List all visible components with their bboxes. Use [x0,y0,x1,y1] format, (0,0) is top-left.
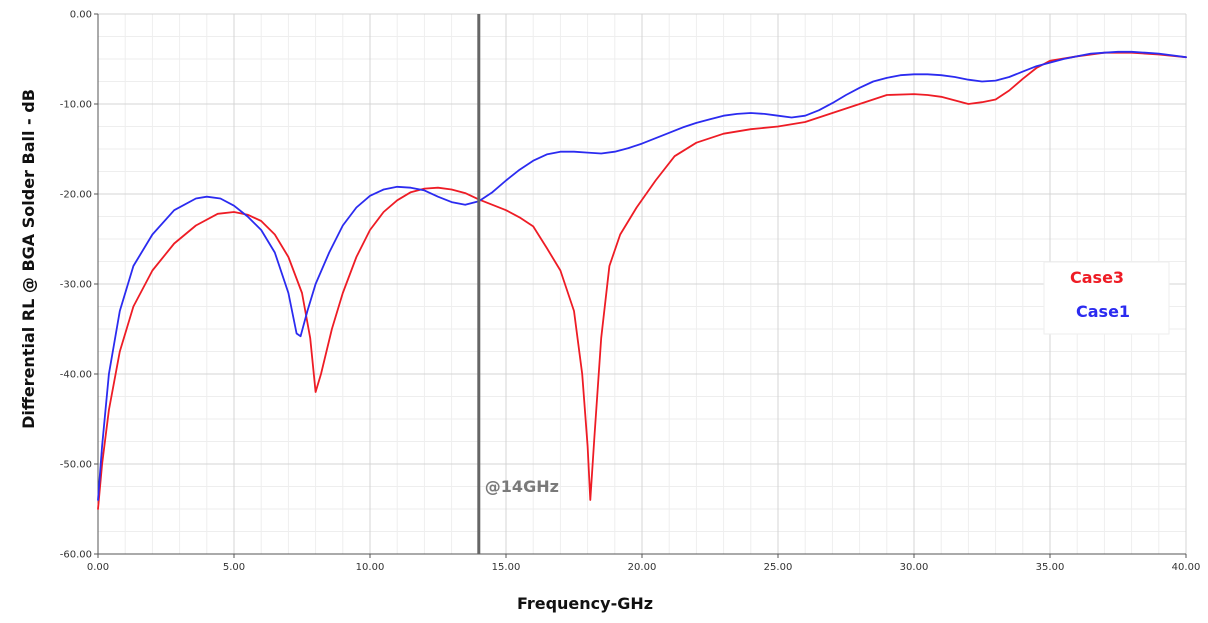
y-tick-label: -40.00 [60,370,92,381]
x-tick-label: 15.00 [492,562,521,573]
y-tick-label: -20.00 [60,190,92,201]
y-axis-ticks: 0.00 -10.00 -20.00 -30.00 -40.00 -50.00 -60.00 [60,10,98,561]
x-tick-label: 5.00 [223,562,245,573]
x-tick-label: 25.00 [764,562,793,573]
y-tick-label: -60.00 [60,550,92,561]
x-axis-label: Frequency-GHz [517,594,653,613]
y-tick-label: -10.00 [60,100,92,111]
series-line-case3 [97,51,1187,510]
y-tick-label: -30.00 [60,280,92,291]
x-tick-label: 30.00 [900,562,929,573]
x-axis-ticks: 0.00 5.00 10.00 15.00 20.00 25.00 30.00 35.00 40… [87,554,1200,573]
y-tick-label: 0.00 [70,10,92,21]
series-group [97,50,1187,510]
y-axis-label: Differential RL @ BGA Solder Ball - dB [19,89,38,429]
x-tick-label: 20.00 [628,562,657,573]
legend-entry-case1: Case1 [1076,302,1130,321]
x-tick-label: 40.00 [1172,562,1201,573]
marker-label: @14GHz [485,477,559,496]
x-tick-label: 10.00 [356,562,385,573]
x-tick-label: 35.00 [1036,562,1065,573]
legend-box [1043,261,1170,335]
x-tick-label: 0.00 [87,562,109,573]
y-tick-label: -50.00 [60,460,92,471]
series-line-case1 [97,50,1187,501]
legend-entry-case3: Case3 [1070,268,1124,287]
